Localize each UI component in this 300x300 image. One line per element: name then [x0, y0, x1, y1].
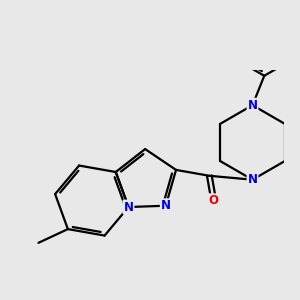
Text: N: N: [248, 173, 257, 186]
Text: O: O: [209, 194, 219, 207]
Text: N: N: [161, 199, 171, 212]
Text: N: N: [248, 99, 257, 112]
Text: N: N: [124, 200, 134, 214]
